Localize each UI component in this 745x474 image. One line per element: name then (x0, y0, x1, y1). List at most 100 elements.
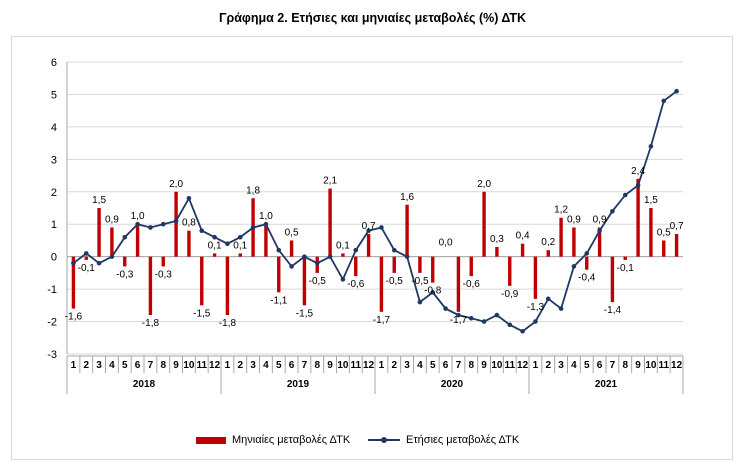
bar-data-labels: -1,6 -0,1 1,5 0,9 -0,3 1,0 -1,8 -0,3 2,0 0,8 -1,5 0… (65, 166, 684, 329)
annual-point (545, 296, 551, 302)
bar-data-label: -1,1 (270, 295, 288, 306)
annual-point (199, 228, 205, 234)
annual-point (520, 328, 525, 334)
x-month-label: 4 (109, 360, 115, 371)
bar-data-label: -0,3 (155, 269, 173, 280)
monthly-bar (559, 217, 563, 257)
annual-point (263, 221, 269, 227)
y-tick-label: -1 (47, 284, 57, 296)
x-month-label: 3 (96, 360, 102, 371)
monthly-bar (277, 256, 281, 293)
bar-data-label: -0,5 (386, 276, 404, 287)
annual-point (507, 322, 513, 328)
bar-data-label: -1,8 (219, 318, 237, 329)
x-month-label: 8 (314, 360, 320, 371)
x-month-label: 6 (135, 360, 141, 371)
x-month-label: 8 (468, 360, 474, 371)
monthly-bar (585, 256, 589, 270)
monthly-bar (328, 188, 332, 257)
bar-data-label: -0,1 (617, 263, 635, 274)
bar-data-label: 0,5 (657, 227, 671, 238)
x-month-label: 8 (622, 360, 628, 371)
annual-point (340, 277, 346, 282)
x-month-label: 12 (363, 360, 375, 371)
annual-point (327, 254, 333, 259)
annual-point (468, 316, 474, 321)
x-year-label: 2019 (287, 379, 310, 390)
annual-point (186, 195, 192, 201)
annual-line (71, 88, 679, 334)
monthly-bar (636, 178, 640, 257)
x-month-label: 7 (456, 360, 462, 371)
x-month-label: 1 (379, 360, 385, 371)
bar-data-label: -1,7 (450, 315, 468, 326)
x-axis: 1 2 3 4 5 6 7 8 9 10 11 12 1 2 3 4 5 6 7 8 9 10 11 12 1 2 3 4 5 6 7 8 9 1… (66, 355, 684, 394)
annual-point (481, 319, 487, 324)
monthly-bar (110, 227, 114, 257)
x-month-label: 4 (571, 360, 577, 371)
monthly-bar (302, 256, 307, 306)
x-month-label: 12 (517, 360, 529, 371)
bar-data-label: 0,8 (182, 218, 196, 229)
bar-data-label: -1,3 (527, 302, 545, 313)
bar-data-label: -0,3 (116, 269, 134, 280)
x-month-label: 3 (250, 360, 256, 371)
monthly-bar (482, 191, 486, 257)
annual-point (353, 247, 359, 253)
x-month-label: 6 (597, 360, 603, 371)
x-month-label: 9 (173, 360, 179, 371)
annual-point (494, 312, 500, 318)
monthly-bar (187, 230, 191, 257)
monthly-bars (71, 178, 679, 316)
bar-data-label: 1,8 (246, 185, 260, 196)
x-year-label: 2018 (133, 379, 156, 390)
x-month-label: 2 (391, 360, 397, 371)
y-tick-label: 4 (51, 122, 57, 134)
annual-point (276, 247, 282, 253)
x-month-label: 9 (327, 360, 333, 371)
x-month-label: 8 (160, 360, 166, 371)
bar-data-label: -1,5 (296, 308, 314, 319)
annual-point (250, 225, 256, 230)
monthly-bar (123, 256, 127, 267)
monthly-bar (264, 224, 268, 257)
x-month-label: 5 (584, 360, 590, 371)
annual-point (160, 221, 166, 227)
chart-frame (11, 36, 733, 460)
annual-point (237, 234, 243, 240)
annual-point (96, 260, 102, 266)
monthly-bar (366, 233, 371, 257)
x-month-label: 6 (443, 360, 449, 371)
monthly-bar (174, 191, 178, 257)
monthly-bar (649, 208, 653, 257)
annual-point (71, 260, 76, 266)
y-tick-label: 3 (51, 154, 57, 166)
bar-data-label: 2,4 (631, 166, 645, 177)
monthly-bar (200, 256, 204, 306)
annual-point (674, 88, 679, 94)
annual-point (83, 251, 89, 256)
bar-data-label: 1,5 (92, 195, 106, 206)
monthly-bar (520, 243, 525, 257)
bar-data-label: 1,5 (644, 195, 658, 206)
x-month-label: 6 (289, 360, 295, 371)
monthly-bar (392, 256, 396, 273)
bar-data-label: -1,6 (65, 312, 83, 323)
y-tick-label: 0 (51, 252, 57, 264)
bar-data-label: 0,7 (670, 221, 684, 232)
x-month-label: 4 (263, 360, 269, 371)
bar-data-label: -0,6 (347, 279, 365, 290)
monthly-bar (610, 256, 615, 303)
annual-point (173, 218, 179, 224)
annual-point (456, 312, 461, 318)
x-month-label: 7 (610, 360, 616, 371)
bar-data-label: 0,0 (439, 238, 453, 249)
monthly-bar (572, 227, 576, 257)
monthly-bar (148, 256, 153, 316)
annual-point (661, 98, 667, 104)
bar-data-label: 0,5 (285, 227, 299, 238)
monthly-bar (674, 233, 679, 257)
annual-point (584, 251, 590, 256)
x-month-label: 9 (635, 360, 641, 371)
